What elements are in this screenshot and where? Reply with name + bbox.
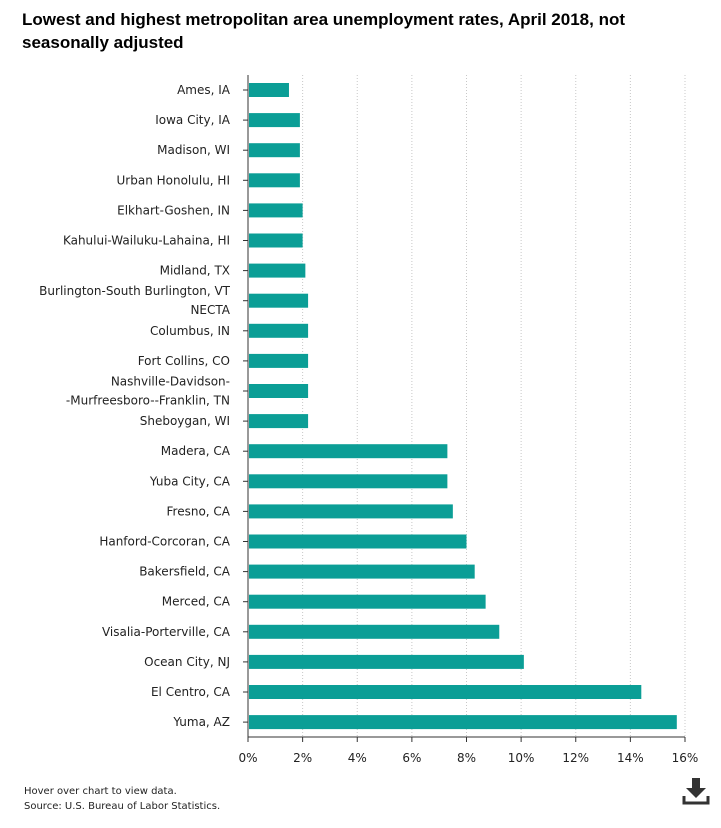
bar[interactable] (249, 685, 642, 699)
x-tick-label: 12% (562, 751, 589, 765)
download-button[interactable] (682, 776, 710, 806)
x-tick-labels: 0% 2% 4% 6% 8% 10% 12% 14% 16% (238, 751, 698, 765)
download-icon (682, 778, 710, 805)
category-label: Columbus, IN (150, 324, 230, 338)
bar[interactable] (249, 384, 309, 398)
bar[interactable] (249, 233, 303, 248)
category-label: Visalia-Porterville, CA (102, 625, 231, 639)
bar[interactable] (249, 83, 289, 97)
bar[interactable] (249, 353, 309, 368)
bar[interactable] (249, 534, 467, 549)
category-label: Merced, CA (162, 595, 231, 609)
category-label: Ocean City, NJ (144, 655, 230, 669)
bar[interactable] (249, 293, 309, 308)
category-label: Yuma, AZ (172, 715, 230, 729)
chart-title: Lowest and highest metropolitan area une… (22, 10, 625, 52)
category-label: Bakersfield, CA (139, 565, 231, 579)
bar[interactable] (249, 263, 306, 278)
category-label: Fort Collins, CO (138, 354, 230, 368)
x-tick-label: 8% (457, 751, 476, 765)
bar[interactable] (249, 654, 524, 669)
category-label: Yuba City, CA (149, 474, 231, 488)
category-label: Nashville-Davidson--Murfreesboro--Frankl… (66, 375, 230, 408)
bar[interactable] (249, 113, 300, 128)
bar[interactable] (249, 624, 500, 639)
bar[interactable] (249, 594, 486, 609)
x-tick-label: 4% (348, 751, 367, 765)
bar[interactable] (249, 474, 448, 489)
bar[interactable] (249, 173, 300, 188)
bar[interactable] (249, 444, 448, 459)
hover-note: Hover over chart to view data. (24, 786, 177, 797)
bar[interactable] (249, 504, 453, 519)
x-tick-label: 6% (402, 751, 421, 765)
x-tick-label: 2% (293, 751, 312, 765)
category-label: Sheboygan, WI (140, 414, 230, 428)
x-tick-label: 10% (508, 751, 535, 765)
axes (243, 75, 686, 742)
bar[interactable] (249, 203, 303, 218)
bar[interactable] (249, 143, 300, 158)
grid-lines (302, 75, 686, 737)
category-label: Urban Honolulu, HI (117, 173, 231, 187)
bar[interactable] (249, 715, 677, 730)
category-label: Midland, TX (160, 264, 230, 278)
category-label: Madison, WI (157, 143, 230, 157)
category-label: Burlington-South Burlington, VT NECTA (39, 284, 231, 317)
bar[interactable] (249, 414, 309, 429)
category-label: Ames, IA (177, 83, 231, 97)
category-label: Hanford-Corcoran, CA (99, 535, 230, 549)
category-label: Fresno, CA (167, 504, 231, 518)
x-tick-label: 14% (617, 751, 644, 765)
x-tick-label: 16% (672, 751, 699, 765)
x-tick-label: 0% (238, 751, 257, 765)
source-note: Source: U.S. Bureau of Labor Statistics. (24, 801, 221, 812)
bars (249, 83, 677, 730)
category-labels: Ames, IA Iowa City, IA Madison, WI Urban Ho… (39, 83, 231, 729)
category-label: Kahului-Wailuku-Lahaina, HI (63, 234, 230, 248)
category-label: Elkhart-Goshen, IN (117, 203, 230, 217)
bar[interactable] (249, 323, 309, 338)
category-label: Iowa City, IA (155, 113, 231, 127)
bar[interactable] (249, 564, 475, 579)
category-label: El Centro, CA (151, 685, 231, 699)
category-label: Madera, CA (161, 444, 231, 458)
